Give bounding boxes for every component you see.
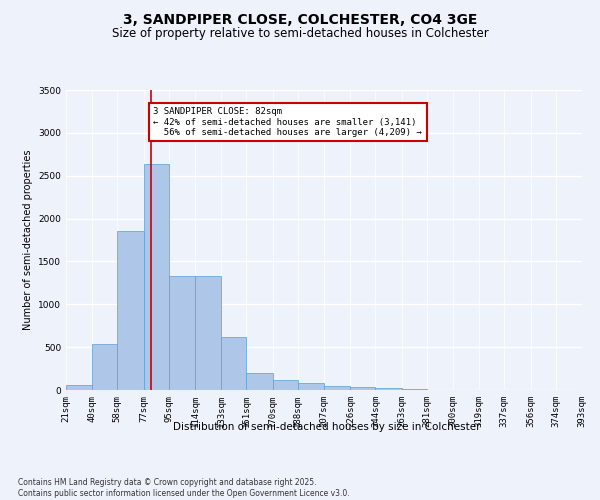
Bar — [118, 232, 143, 390]
Y-axis label: Number of semi-detached properties: Number of semi-detached properties — [23, 150, 32, 330]
Bar — [376, 388, 401, 390]
Bar — [66, 385, 92, 390]
Bar — [169, 276, 195, 390]
Bar — [92, 344, 118, 390]
Bar — [221, 337, 247, 390]
Bar — [247, 373, 272, 390]
Text: 3 SANDPIPER CLOSE: 82sqm
← 42% of semi-detached houses are smaller (3,141)
  56%: 3 SANDPIPER CLOSE: 82sqm ← 42% of semi-d… — [154, 107, 422, 137]
Text: 3, SANDPIPER CLOSE, COLCHESTER, CO4 3GE: 3, SANDPIPER CLOSE, COLCHESTER, CO4 3GE — [123, 12, 477, 26]
Text: Contains HM Land Registry data © Crown copyright and database right 2025.
Contai: Contains HM Land Registry data © Crown c… — [18, 478, 350, 498]
Bar — [298, 383, 324, 390]
Text: Distribution of semi-detached houses by size in Colchester: Distribution of semi-detached houses by … — [173, 422, 481, 432]
Bar — [350, 388, 376, 390]
Bar — [272, 380, 298, 390]
Bar — [324, 386, 350, 390]
Bar — [195, 276, 221, 390]
Text: Size of property relative to semi-detached houses in Colchester: Size of property relative to semi-detach… — [112, 28, 488, 40]
Bar — [143, 164, 169, 390]
Bar — [401, 389, 427, 390]
